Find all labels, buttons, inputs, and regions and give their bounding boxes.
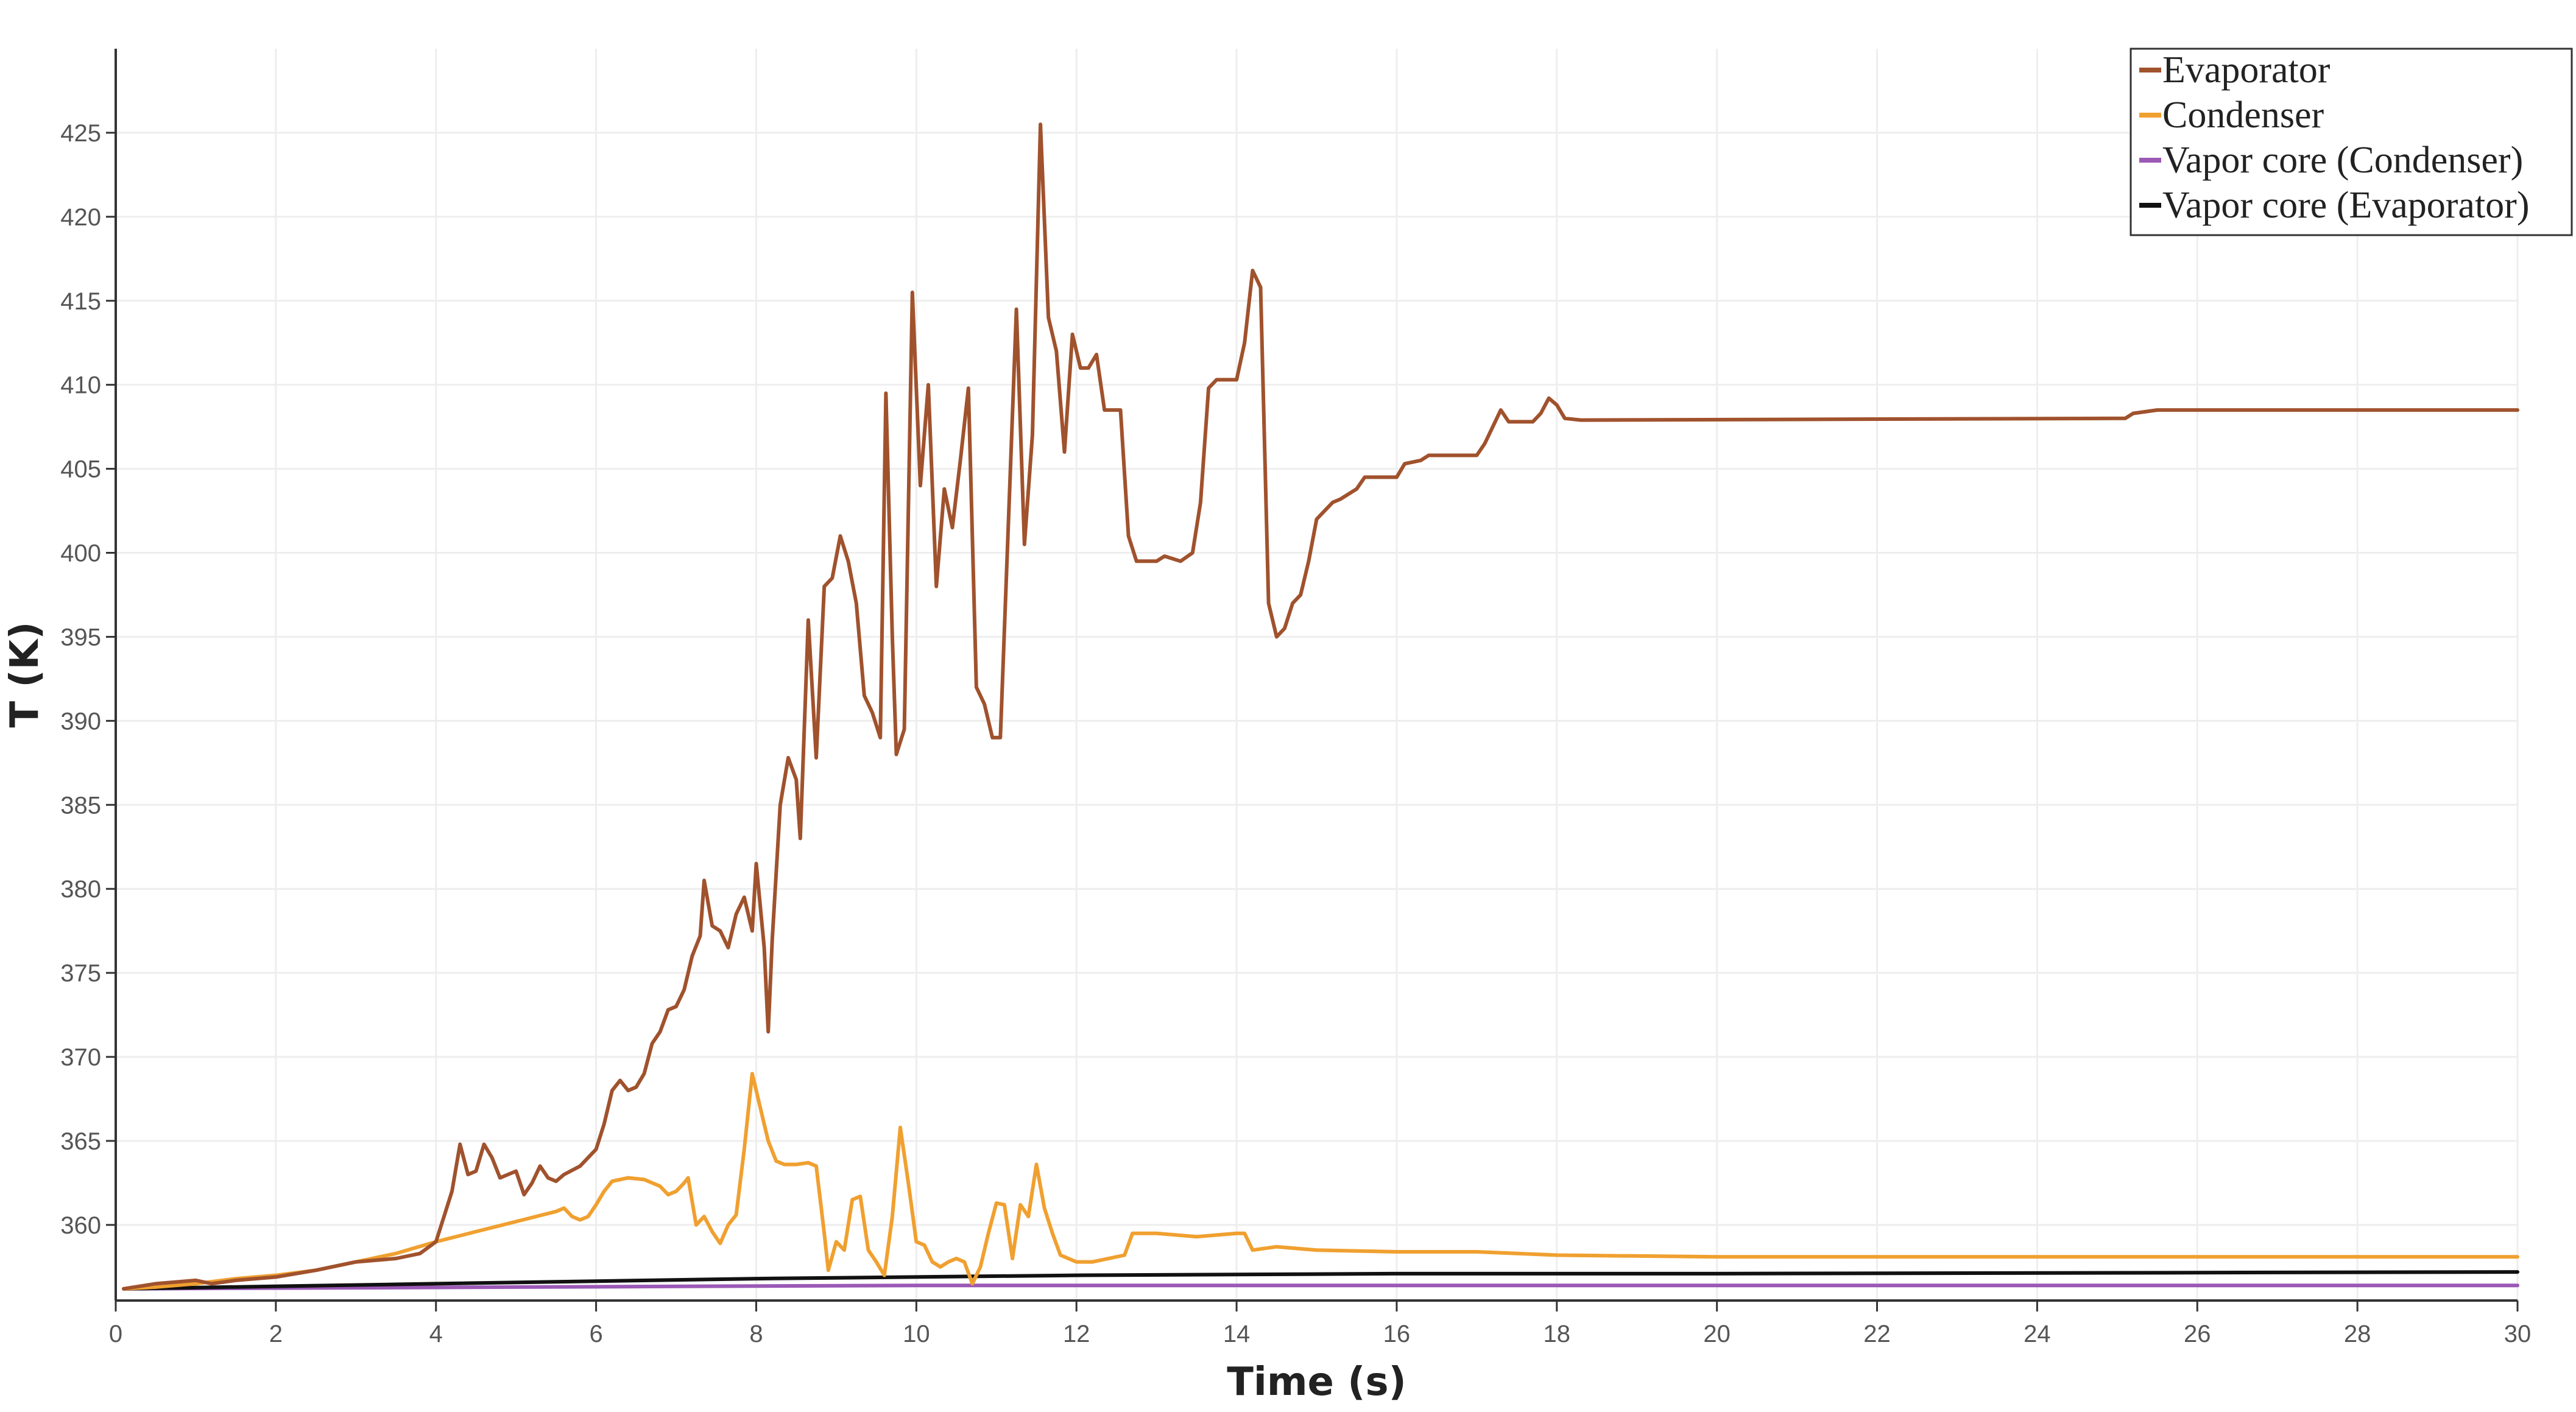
x-tick-label: 0 xyxy=(109,1321,122,1347)
series-line-evaporator xyxy=(122,122,2519,1291)
x-axis-ticks: 0 2 4 6 8 10 12 14 16 18 20 22 24 26 28 30 xyxy=(109,1301,2531,1347)
x-tick-label: 2 xyxy=(269,1321,283,1347)
y-tick-label: 425 xyxy=(60,120,101,147)
y-tick-label: 360 xyxy=(60,1212,101,1239)
x-tick-label: 28 xyxy=(2344,1321,2371,1347)
y-tick-label: 380 xyxy=(60,876,101,903)
x-tick-label: 24 xyxy=(2024,1321,2051,1347)
y-tick-label: 365 xyxy=(60,1128,101,1155)
legend-label-condenser: Condenser xyxy=(2162,94,2324,136)
y-tick-label: 385 xyxy=(60,792,101,819)
grid xyxy=(115,49,2519,1301)
x-tick-label: 22 xyxy=(1863,1321,1891,1347)
legend-label-vapor-core-evaporator: Vapor core (Evaporator) xyxy=(2162,185,2529,226)
legend-box xyxy=(2130,48,2573,236)
x-tick-label: 16 xyxy=(1383,1321,1411,1347)
series-line-vapor-core-evaporator xyxy=(122,1270,2519,1291)
x-tick-label: 14 xyxy=(1223,1321,1251,1347)
y-tick-label: 420 xyxy=(60,204,101,231)
series-line-condenser xyxy=(122,1071,2519,1291)
x-tick-label: 20 xyxy=(1703,1321,1731,1347)
y-tick-label: 415 xyxy=(60,288,101,315)
y-tick-label: 405 xyxy=(60,456,101,483)
y-tick-label: 390 xyxy=(60,708,101,735)
series-line-vapor-core-condenser xyxy=(122,1283,2519,1291)
x-tick-label: 8 xyxy=(749,1321,763,1347)
x-tick-label: 6 xyxy=(589,1321,602,1347)
x-tick-label: 10 xyxy=(903,1321,930,1347)
y-tick-label: 410 xyxy=(60,372,101,399)
y-tick-label: 395 xyxy=(60,624,101,651)
x-tick-label: 12 xyxy=(1063,1321,1090,1347)
x-tick-label: 30 xyxy=(2504,1321,2532,1347)
y-axis-ticks: 360 365 370 375 380 385 390 395 400 405 410 415 420 4… xyxy=(60,120,116,1239)
y-tick-label: 370 xyxy=(60,1044,101,1071)
x-tick-label: 18 xyxy=(1544,1321,1571,1347)
x-tick-label: 4 xyxy=(429,1321,443,1347)
legend-label-vapor-core-condenser: Vapor core (Condenser) xyxy=(2162,139,2523,181)
y-tick-label: 375 xyxy=(60,960,101,987)
y-tick-label: 400 xyxy=(60,540,101,567)
x-tick-label: 26 xyxy=(2184,1321,2211,1347)
axes xyxy=(115,49,2518,1302)
x-axis-title: Time (s) xyxy=(1227,1360,1406,1405)
y-axis-title: T (K) xyxy=(2,621,48,727)
legend-label-evaporator: Evaporator xyxy=(2162,49,2331,91)
plot-series xyxy=(122,122,2519,1291)
